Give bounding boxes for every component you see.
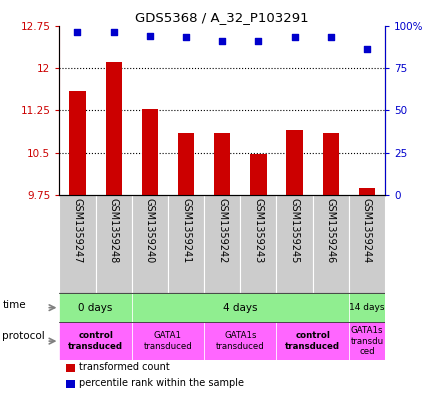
Bar <box>214 133 231 195</box>
Bar <box>106 62 122 195</box>
Bar <box>132 322 204 360</box>
Bar <box>59 195 95 293</box>
Bar <box>349 293 385 322</box>
Text: 4 days: 4 days <box>223 303 257 313</box>
Bar <box>349 195 385 293</box>
Bar <box>286 130 303 195</box>
Bar <box>250 154 267 195</box>
Text: GSM1359242: GSM1359242 <box>217 198 227 263</box>
Bar <box>276 195 313 293</box>
Text: GSM1359245: GSM1359245 <box>290 198 300 263</box>
Text: GSM1359248: GSM1359248 <box>109 198 119 263</box>
Text: control
transduced: control transduced <box>68 331 123 351</box>
Text: GSM1359241: GSM1359241 <box>181 198 191 263</box>
Bar <box>66 364 75 372</box>
Bar <box>66 380 75 387</box>
Text: percentile rank within the sample: percentile rank within the sample <box>79 378 244 388</box>
Text: 0 days: 0 days <box>78 303 113 313</box>
Bar <box>70 90 86 195</box>
Bar <box>59 322 132 360</box>
Text: GSM1359246: GSM1359246 <box>326 198 336 263</box>
Text: time: time <box>2 299 26 310</box>
Bar <box>142 109 158 195</box>
Text: GSM1359240: GSM1359240 <box>145 198 155 263</box>
Text: GSM1359244: GSM1359244 <box>362 198 372 263</box>
Bar <box>132 293 349 322</box>
Point <box>110 29 117 35</box>
Bar <box>168 195 204 293</box>
Bar <box>59 293 132 322</box>
Point <box>363 46 370 52</box>
Bar <box>204 195 240 293</box>
Bar <box>95 195 132 293</box>
Bar <box>276 322 349 360</box>
Text: GATA1
transduced: GATA1 transduced <box>143 331 192 351</box>
Bar <box>178 133 194 195</box>
Bar <box>349 322 385 360</box>
Point <box>255 38 262 44</box>
Text: protocol: protocol <box>2 331 45 341</box>
Bar <box>323 133 339 195</box>
Bar <box>132 195 168 293</box>
Point <box>183 34 190 40</box>
Text: GSM1359247: GSM1359247 <box>73 198 82 263</box>
Title: GDS5368 / A_32_P103291: GDS5368 / A_32_P103291 <box>136 11 309 24</box>
Point <box>327 34 334 40</box>
Point <box>147 33 154 39</box>
Point <box>291 34 298 40</box>
Text: transformed count: transformed count <box>79 362 170 372</box>
Text: GATA1s
transdu
ced: GATA1s transdu ced <box>350 326 384 356</box>
Bar <box>313 195 349 293</box>
Text: control
transduced: control transduced <box>285 331 340 351</box>
Text: 14 days: 14 days <box>349 303 385 312</box>
Text: GSM1359243: GSM1359243 <box>253 198 264 263</box>
Text: GATA1s
transduced: GATA1s transduced <box>216 331 265 351</box>
Point <box>74 29 81 35</box>
Bar <box>240 195 276 293</box>
Point <box>219 38 226 44</box>
Bar <box>204 322 276 360</box>
Bar <box>359 188 375 195</box>
